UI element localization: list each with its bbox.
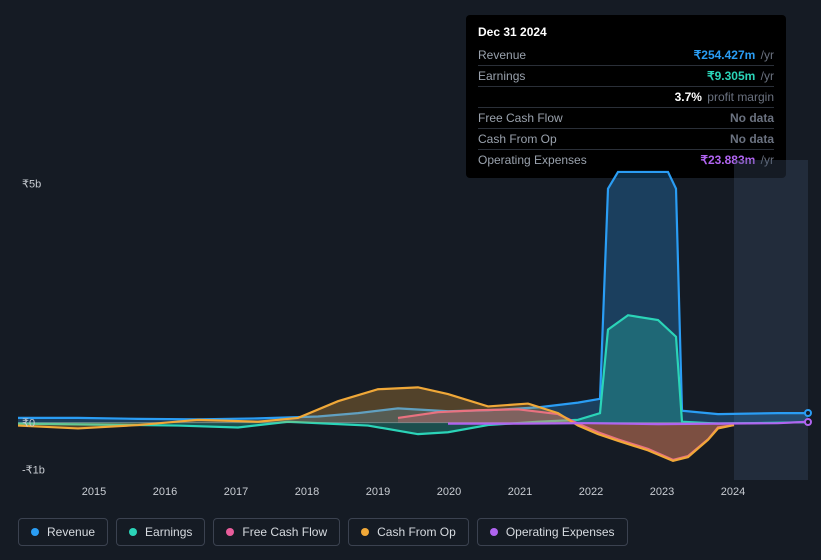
legend-dot-icon — [361, 528, 369, 536]
legend-label: Operating Expenses — [506, 525, 615, 539]
financials-chart: ₹5b₹0-₹1b2015201620172018201920202021202… — [18, 160, 808, 480]
tooltip-row-value: ₹9.305m /yr — [707, 67, 774, 85]
legend-item-earnings[interactable]: Earnings — [116, 518, 205, 546]
tooltip-row: Free Cash Flow No data — [478, 107, 774, 128]
legend-item-operating-expenses[interactable]: Operating Expenses — [477, 518, 628, 546]
x-axis-label: 2017 — [224, 486, 248, 498]
series-line-revenue — [18, 172, 808, 419]
legend-dot-icon — [31, 528, 39, 536]
tooltip-row-value: No data — [730, 109, 774, 127]
series-end-marker — [804, 418, 812, 426]
tooltip-row-value: ₹254.427m /yr — [694, 46, 774, 64]
tooltip-row: Earnings ₹9.305m /yr — [478, 65, 774, 86]
chart-svg — [18, 160, 808, 480]
y-axis-label: ₹5b — [22, 177, 41, 190]
tooltip-row: Cash From Op No data — [478, 128, 774, 149]
legend-label: Earnings — [145, 525, 192, 539]
x-axis-label: 2024 — [721, 486, 745, 498]
y-axis-label: -₹1b — [22, 464, 45, 477]
x-axis-label: 2016 — [153, 486, 177, 498]
x-axis-label: 2015 — [82, 486, 106, 498]
tooltip-row-label: Revenue — [478, 46, 526, 64]
x-axis-label: 2020 — [437, 486, 461, 498]
tooltip-row-value: No data — [730, 130, 774, 148]
legend-dot-icon — [129, 528, 137, 536]
x-axis-label: 2022 — [579, 486, 603, 498]
tooltip-row-label: Free Cash Flow — [478, 109, 563, 127]
legend-item-revenue[interactable]: Revenue — [18, 518, 108, 546]
legend-label: Revenue — [47, 525, 95, 539]
tooltip-row-value: 3.7% profit margin — [675, 88, 774, 106]
series-end-marker — [804, 409, 812, 417]
legend-dot-icon — [490, 528, 498, 536]
x-axis-label: 2021 — [508, 486, 532, 498]
tooltip-title: Dec 31 2024 — [478, 23, 774, 41]
chart-legend: Revenue Earnings Free Cash Flow Cash From O… — [18, 518, 628, 546]
tooltip-row-label: Earnings — [478, 67, 525, 85]
legend-item-cash-from-op[interactable]: Cash From Op — [348, 518, 469, 546]
x-axis-label: 2023 — [650, 486, 674, 498]
legend-label: Free Cash Flow — [242, 525, 327, 539]
tooltip-row: 3.7% profit margin — [478, 86, 774, 107]
x-axis-label: 2018 — [295, 486, 319, 498]
legend-label: Cash From Op — [377, 525, 456, 539]
x-axis-label: 2019 — [366, 486, 390, 498]
tooltip-row: Revenue ₹254.427m /yr — [478, 45, 774, 65]
tooltip-row-label: Cash From Op — [478, 130, 557, 148]
y-axis-label: ₹0 — [22, 416, 35, 429]
legend-item-free-cash-flow[interactable]: Free Cash Flow — [213, 518, 340, 546]
legend-dot-icon — [226, 528, 234, 536]
tooltip-panel: Dec 31 2024 Revenue₹254.427m /yrEarnings… — [466, 15, 786, 178]
series-area-revenue — [18, 172, 808, 423]
